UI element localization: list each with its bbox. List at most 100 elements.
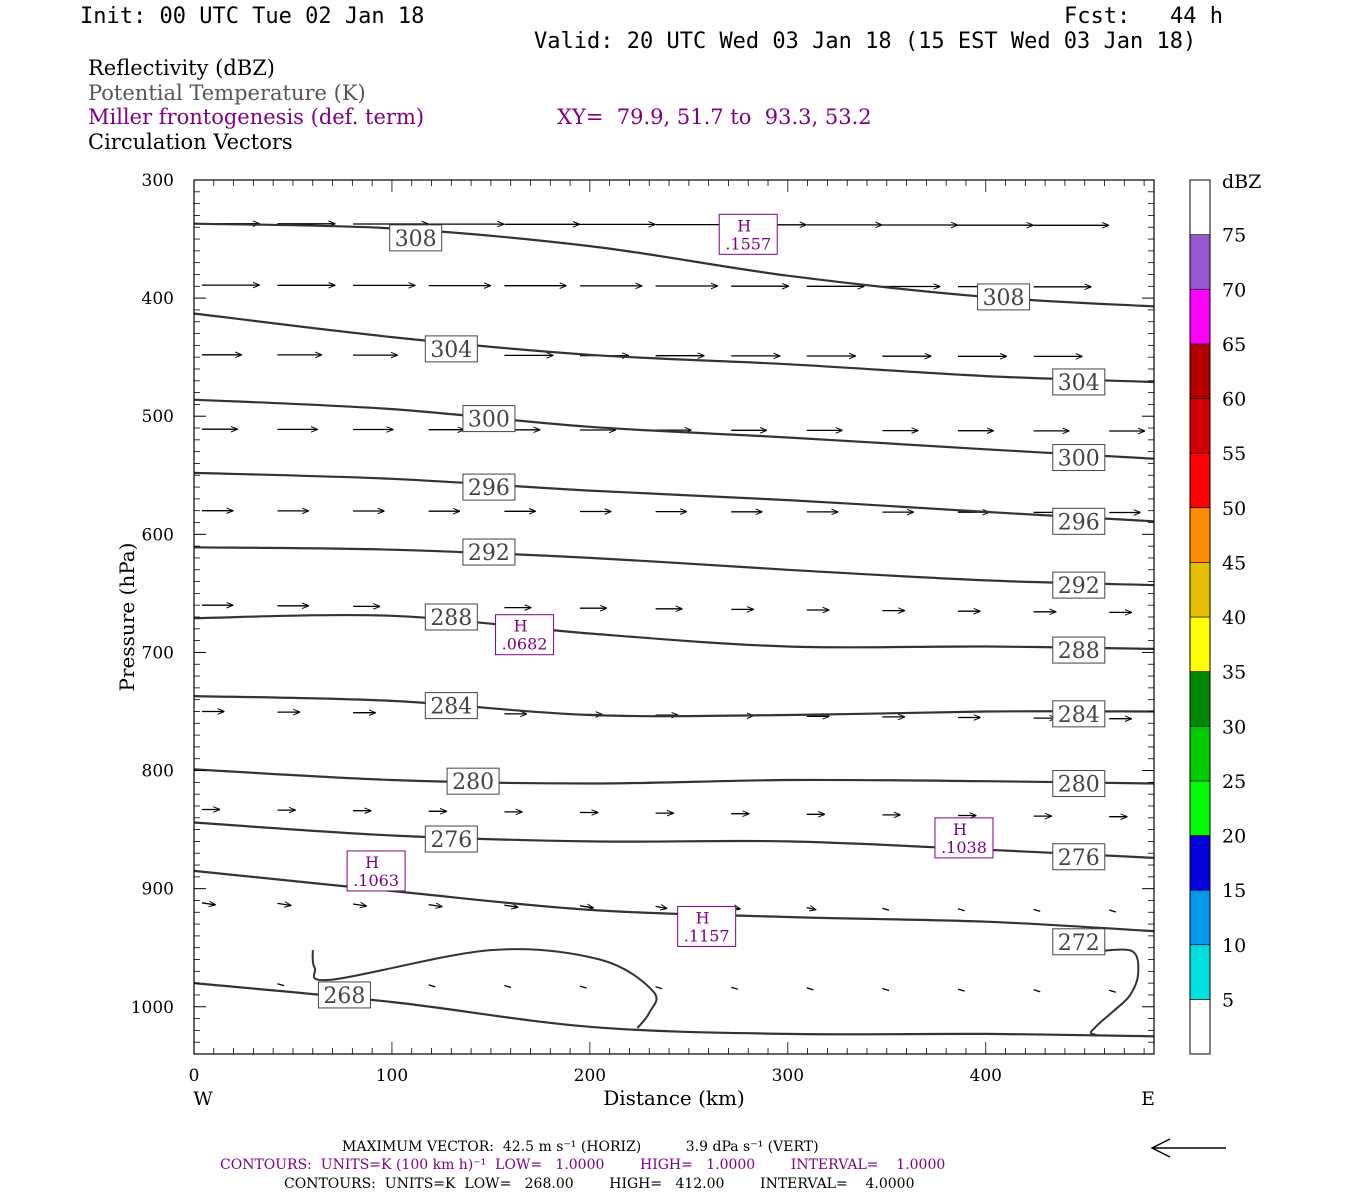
circulation-vector [277, 903, 291, 905]
theta-label-box [1052, 368, 1106, 396]
high-letter: H [737, 216, 751, 235]
high-letter: H [696, 908, 710, 927]
high-box [495, 614, 555, 656]
colorbar-level-label: 10 [1222, 935, 1246, 957]
y-tick-label: 400 [142, 289, 174, 309]
legend-circulation-vectors: Circulation Vectors [88, 130, 293, 154]
circulation-vector [353, 904, 366, 906]
y-tick-label: 900 [142, 880, 174, 900]
theta-label-box [317, 981, 371, 1009]
theta-label-text: 280 [1058, 773, 1100, 798]
frontogenesis-high: H.1063 [346, 850, 406, 892]
circulation-vector [882, 907, 890, 911]
dbz-colorbar: 5 10 15 20 25 30 35 40 45 50 55 60 65 70 75 dBZ [1189, 171, 1261, 1055]
theta-label-box [1052, 770, 1106, 798]
theta-label-280: 280 [446, 767, 500, 795]
theta-label-text: 284 [1058, 703, 1100, 728]
high-letter: H [953, 820, 967, 839]
colorbar-segment [1189, 507, 1211, 563]
theta-contour-288 [193, 613, 1155, 650]
circulation-vector [655, 906, 667, 908]
theta-label-284: 284 [1052, 700, 1106, 728]
colorbar-level-label: 20 [1222, 826, 1246, 848]
theta-label-text: 304 [430, 338, 472, 363]
theta-label-284: 284 [424, 692, 478, 720]
y-tick-label: 300 [142, 171, 174, 191]
legend-reflectivity: Reflectivity (dBZ) [88, 56, 276, 80]
theta-contour-284 [193, 695, 1155, 718]
x-tick-label: 0 [189, 1066, 200, 1086]
colorbar-level-label: 5 [1222, 989, 1234, 1011]
frontogenesis-high: H.0682 [495, 614, 555, 656]
theta-label-292: 292 [462, 538, 516, 566]
circulation-vector [1033, 908, 1041, 913]
reference-vector-arrow [1150, 1138, 1226, 1158]
high-box [346, 850, 406, 892]
theta-label-304: 304 [424, 335, 478, 363]
high-value: .1157 [684, 926, 730, 945]
theta-label-text: 308 [395, 227, 437, 252]
circulation-vector [1109, 909, 1116, 913]
y-tick-label: 500 [142, 407, 174, 427]
east-label: E [1141, 1088, 1155, 1110]
theta-label-text: 300 [468, 408, 510, 433]
colorbar-segment [1189, 835, 1211, 891]
theta-label-text: 300 [1058, 447, 1100, 472]
theta-label-box [1052, 571, 1106, 599]
theta-label-text: 284 [430, 695, 472, 720]
theta-label-box [424, 335, 478, 363]
theta-label-296: 296 [462, 473, 516, 501]
x-tick-label: 100 [376, 1066, 408, 1086]
frontogenesis-high: H.1038 [934, 817, 994, 859]
colorbar-segment [1189, 288, 1211, 345]
theta-contours [193, 222, 1155, 1038]
forecast-hour: Fcst: 44 h [1064, 4, 1223, 29]
x-tick-label: 200 [574, 1066, 606, 1086]
theta-label-text: 276 [430, 828, 472, 853]
theta-contour-296 [193, 471, 1155, 523]
colorbar-segment [1189, 671, 1211, 727]
colorbar-segment [1189, 725, 1211, 782]
theta-contour-info: CONTOURS: UNITS=K LOW= 268.00 HIGH= 412.… [284, 1176, 915, 1192]
x-axis-label: Distance (km) [603, 1086, 745, 1110]
circulation-vector [579, 985, 587, 989]
circulation-vector [428, 984, 436, 988]
high-letter: H [365, 853, 379, 872]
frontogenesis-high: H.1557 [718, 213, 778, 255]
high-value: .1063 [353, 871, 399, 890]
y-axis-label: Pressure (hPa) [115, 543, 139, 692]
circulation-vectors [201, 224, 1145, 993]
high-letter: H [514, 617, 528, 636]
colorbar-title: dBZ [1222, 171, 1261, 193]
theta-label-292: 292 [1052, 571, 1106, 599]
theta-label-box [1052, 700, 1106, 728]
theta-label-308: 308 [977, 283, 1031, 311]
theta-contour-272 [193, 869, 1155, 933]
y-tick-label: 700 [142, 643, 174, 663]
colorbar-segment [1189, 179, 1211, 235]
init-time: Init: 00 UTC Tue 02 Jan 18 [80, 4, 425, 29]
colorbar-level-label: 70 [1222, 279, 1246, 301]
theta-label-276: 276 [424, 825, 478, 853]
theta-label-box [424, 825, 478, 853]
legend-potential-temperature: Potential Temperature (K) [88, 81, 366, 105]
theta-label-box [1052, 507, 1106, 535]
circulation-vector [957, 908, 965, 912]
frontogenesis-high: H.1157 [677, 905, 737, 947]
theta-label-276: 276 [1052, 843, 1106, 871]
colorbar-level-label: 30 [1222, 716, 1246, 738]
theta-label-304: 304 [1052, 368, 1106, 396]
theta-label-box [462, 473, 516, 501]
theta-label-288: 288 [1052, 636, 1106, 664]
circulation-vector [428, 905, 442, 907]
frontogenesis-contour-info: CONTOURS: UNITS=K (100 km h)⁻¹ LOW= 1.00… [220, 1157, 946, 1173]
theta-label-text: 288 [1058, 639, 1100, 664]
theta-label-text: 296 [1058, 510, 1100, 535]
circulation-vector [504, 984, 512, 989]
colorbar-segment [1189, 944, 1211, 1000]
colorbar-level-label: 15 [1222, 880, 1246, 902]
maximum-vector-info: MAXIMUM VECTOR: 42.5 m s⁻¹ (HORIZ) 3.9 d… [342, 1139, 819, 1155]
theta-label-box [977, 283, 1031, 311]
circulation-vector [1109, 989, 1116, 993]
circulation-vector [277, 983, 285, 987]
